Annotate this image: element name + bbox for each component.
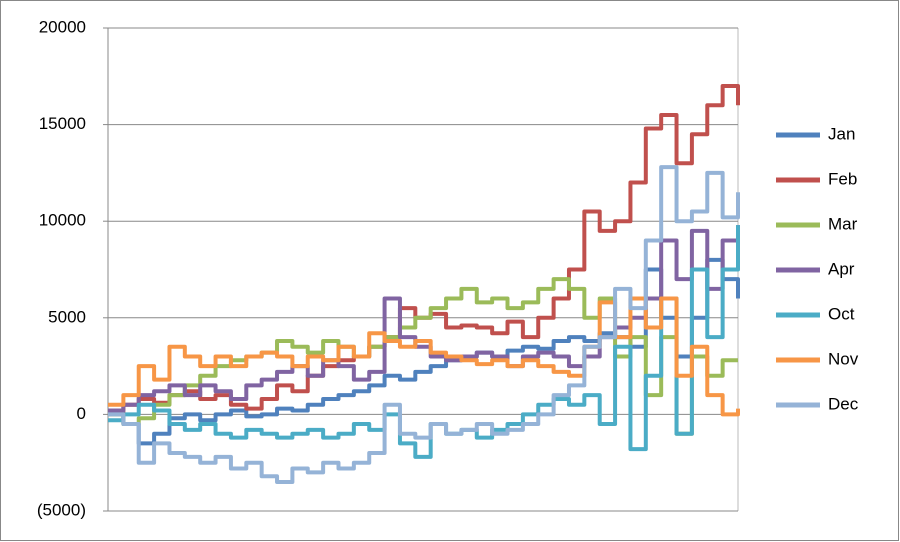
legend-label: Apr xyxy=(828,259,855,278)
legend: Jan Feb Mar Apr Oct Nov Dec xyxy=(776,124,859,413)
y-tick-label: 10000 xyxy=(39,211,86,230)
legend-label: Jan xyxy=(828,124,855,143)
legend-label: Nov xyxy=(828,349,859,368)
legend-label: Dec xyxy=(828,394,859,413)
legend-label: Oct xyxy=(828,304,855,323)
series-line xyxy=(108,296,740,417)
y-tick-label: 20000 xyxy=(39,17,86,36)
grid: (5000) 0 5000 10000 15000 20000 xyxy=(37,17,739,519)
series-line xyxy=(108,225,740,459)
plot xyxy=(108,83,740,485)
series-line xyxy=(108,165,740,485)
series-line xyxy=(108,257,740,446)
y-tick-label: 0 xyxy=(77,404,86,423)
y-tick-label: 5000 xyxy=(48,307,86,326)
legend-label: Feb xyxy=(828,169,857,188)
legend-label: Mar xyxy=(828,214,858,233)
y-tick-label: (5000) xyxy=(37,500,86,519)
y-tick-label: 15000 xyxy=(39,114,86,133)
